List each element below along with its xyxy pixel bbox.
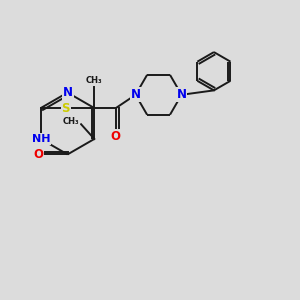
Text: CH₃: CH₃ [62, 117, 79, 126]
Text: N: N [176, 88, 187, 101]
Text: O: O [111, 130, 121, 143]
Text: N: N [130, 88, 141, 101]
Text: CH₃: CH₃ [86, 76, 103, 85]
Text: S: S [61, 101, 70, 115]
Text: N: N [63, 86, 73, 99]
Text: O: O [33, 148, 43, 161]
Text: NH: NH [32, 134, 50, 144]
